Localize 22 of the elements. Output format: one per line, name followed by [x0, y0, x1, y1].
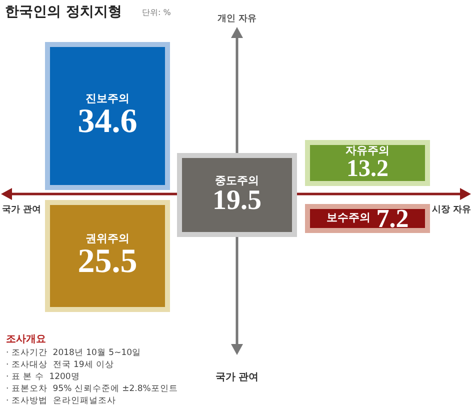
data-label: 34.6 — [78, 103, 138, 140]
text: · 조사대상 전국 19세 이상 — [6, 359, 116, 371]
data-label: 19.5 — [212, 185, 262, 216]
category-label: 중도주의 — [215, 174, 259, 188]
category-label: 보수주의 — [326, 211, 370, 225]
text: 시장 자유 — [432, 204, 472, 216]
category-label: 자유주의 — [346, 144, 390, 158]
data-label: 13.2 — [346, 156, 388, 182]
data-label: 7.2 — [376, 204, 409, 232]
category-label: 권위주의 — [86, 232, 130, 246]
text: 조사개요 — [6, 333, 47, 347]
category-label: 진보주의 — [86, 92, 130, 106]
text: 한국인의 정치지형 — [5, 3, 122, 21]
text: · 표 본 수 1200명 — [6, 371, 81, 383]
text: · 조사방법 온라인패널조사 — [6, 395, 117, 407]
text: 개인 자유 — [216, 13, 258, 25]
text: · 조사기간 2018년 10월 5~10일 — [6, 347, 142, 359]
text: 단위: % — [142, 7, 171, 18]
data-label: 25.5 — [78, 243, 138, 280]
text: · 표본오차 95% 신뢰수준에 ±2.8%포인트 — [6, 383, 178, 395]
text: 국가 관여 — [214, 371, 260, 384]
text: 국가 관여 — [2, 204, 42, 216]
